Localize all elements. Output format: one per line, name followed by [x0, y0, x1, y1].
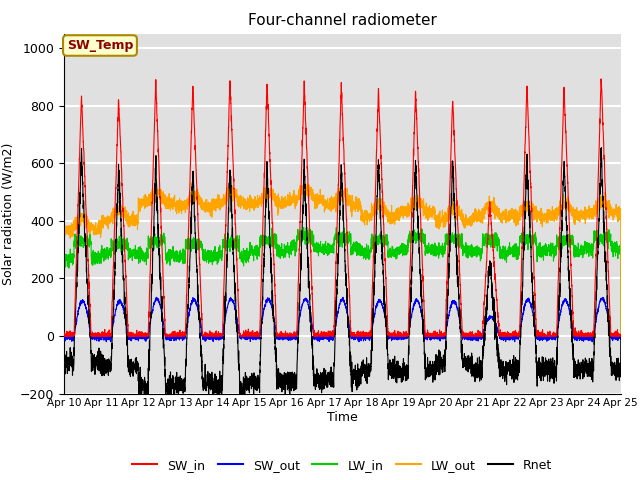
X-axis label: Time: Time [327, 411, 358, 424]
Y-axis label: Solar radiation (W/m2): Solar radiation (W/m2) [1, 143, 14, 285]
Legend: SW_in, SW_out, LW_in, LW_out, Rnet: SW_in, SW_out, LW_in, LW_out, Rnet [127, 454, 557, 477]
Text: SW_Temp: SW_Temp [67, 39, 133, 52]
Title: Four-channel radiometer: Four-channel radiometer [248, 13, 437, 28]
